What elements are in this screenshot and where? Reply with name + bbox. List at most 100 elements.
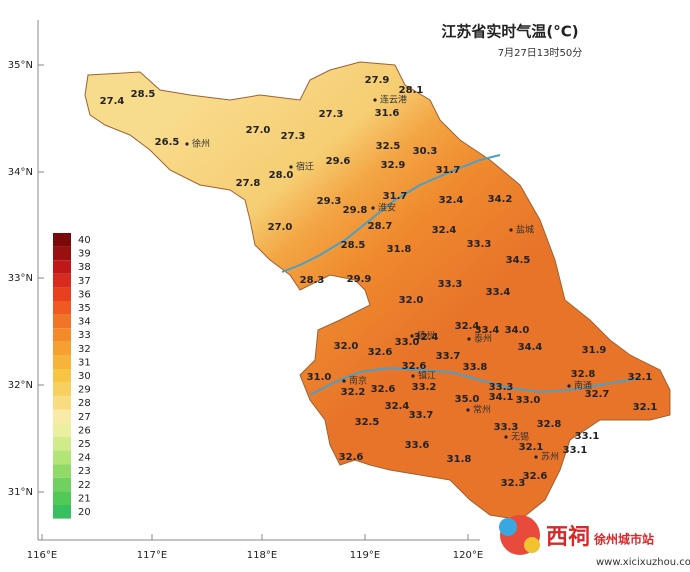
temperature: 34.5 [506, 255, 531, 266]
river [281, 154, 501, 273]
lon-label: 119°E [350, 550, 380, 561]
legend-label: 27 [78, 412, 91, 423]
legend-swatch [53, 382, 71, 397]
city-name: 南通 [574, 380, 592, 392]
temperature: 32.8 [571, 369, 596, 380]
city-name: 苏州 [541, 451, 559, 463]
city-dot [342, 379, 346, 383]
temperature: 32.0 [399, 295, 424, 306]
temperature: 27.0 [268, 222, 293, 233]
city-name: 常州 [473, 404, 491, 416]
temperature: 33.6 [405, 440, 430, 451]
lon-label: 116°E [27, 550, 57, 561]
legend-label: 31 [78, 357, 91, 368]
temperature: 33.3 [467, 239, 492, 250]
legend-swatch [53, 260, 71, 274]
legend-swatch [53, 396, 71, 410]
lon-label: 117°E [137, 550, 167, 561]
subtitle: 7月27日13时50分 [498, 47, 583, 59]
temperature: 32.6 [371, 384, 396, 395]
temperature: 33.4 [486, 287, 511, 298]
temperature: 27.4 [100, 96, 125, 107]
city-dot [467, 337, 471, 341]
legend-swatch [53, 314, 71, 329]
url: www.xicixuzhou.com [596, 557, 690, 568]
legend-label: 37 [78, 276, 91, 287]
temperature: 31.7 [436, 165, 461, 176]
temperature: 32.6 [339, 452, 364, 463]
legend-label: 32 [78, 344, 91, 355]
legend-label: 36 [78, 289, 91, 300]
city-name: 镇江 [418, 370, 436, 382]
legend-swatch [53, 355, 71, 369]
legend-label: 26 [78, 425, 91, 436]
temperature: 31.9 [582, 345, 607, 356]
lon-label: 118°E [247, 550, 277, 561]
temperature: 31.8 [387, 244, 412, 255]
city-dot [504, 435, 508, 439]
legend-label: 38 [78, 262, 91, 273]
temperature: 28.0 [269, 170, 294, 181]
city-name: 盐城 [516, 224, 534, 236]
brand: 西祠 [546, 524, 590, 550]
temperature: 32.5 [376, 141, 401, 152]
temperature: 32.8 [537, 419, 562, 430]
temperature: 27.8 [236, 178, 261, 189]
temperature: 28.1 [399, 85, 424, 96]
legend-label: 40 [78, 235, 91, 246]
legend-swatch [53, 369, 71, 383]
city-dot [509, 228, 513, 232]
legend-label: 22 [78, 480, 91, 491]
legend-label: 33 [78, 330, 91, 341]
temperature: 32.9 [381, 160, 406, 171]
city-name: 淮安 [378, 202, 396, 214]
temperature: 28.5 [341, 240, 366, 251]
temperature: 32.4 [414, 332, 439, 343]
temperature: 32.5 [355, 417, 380, 428]
legend-label: 30 [78, 371, 91, 382]
temperature: 32.0 [334, 341, 359, 352]
temperature: 30.3 [413, 146, 438, 157]
city-name: 南京 [349, 375, 367, 387]
lat-label: 35°N [8, 60, 33, 71]
city-name: 无锡 [511, 432, 529, 443]
city-dot [185, 142, 189, 146]
temperature: 29.9 [347, 274, 372, 285]
temperature: 33.3 [494, 422, 519, 433]
temperature: 31.6 [375, 108, 400, 119]
temperature: 33.7 [436, 351, 461, 362]
lat-label: 31°N [8, 487, 33, 498]
legend-swatch [53, 409, 71, 424]
legend-label: 23 [78, 466, 91, 477]
legend-swatch [53, 287, 71, 301]
legend-swatch [53, 437, 71, 451]
legend-swatch [53, 505, 71, 519]
city-dot [466, 408, 470, 412]
temperature: 32.7 [585, 389, 610, 400]
legend-swatch [53, 491, 71, 505]
legend-swatch [53, 301, 71, 315]
lat-label: 34°N [8, 167, 33, 178]
temperature: 32.3 [501, 478, 526, 489]
legend-label: 25 [78, 439, 91, 450]
city-dot [411, 374, 415, 378]
temperature: 32.4 [432, 225, 457, 236]
watermark: 西祠 徐州城市站 www.xicixuzhou.com [499, 515, 690, 568]
temperature: 33.0 [516, 395, 541, 406]
city-dot [534, 455, 538, 459]
legend-swatch [53, 464, 71, 478]
legend-label: 29 [78, 385, 91, 396]
river [309, 366, 641, 396]
temperature: 27.3 [281, 131, 306, 142]
temperature: 31.8 [447, 454, 472, 465]
temperature: 27.3 [319, 109, 344, 120]
temperature: 29.6 [326, 156, 351, 167]
legend-label: 35 [78, 303, 91, 314]
city-name: 宿迁 [296, 161, 314, 173]
temperature: 33.3 [438, 279, 463, 290]
temperature: 26.5 [155, 137, 180, 148]
temperature: 34.1 [489, 392, 514, 403]
temperature: 32.6 [402, 361, 427, 372]
temperature: 33.0 [395, 337, 420, 348]
temperature: 31.7 [383, 191, 408, 202]
